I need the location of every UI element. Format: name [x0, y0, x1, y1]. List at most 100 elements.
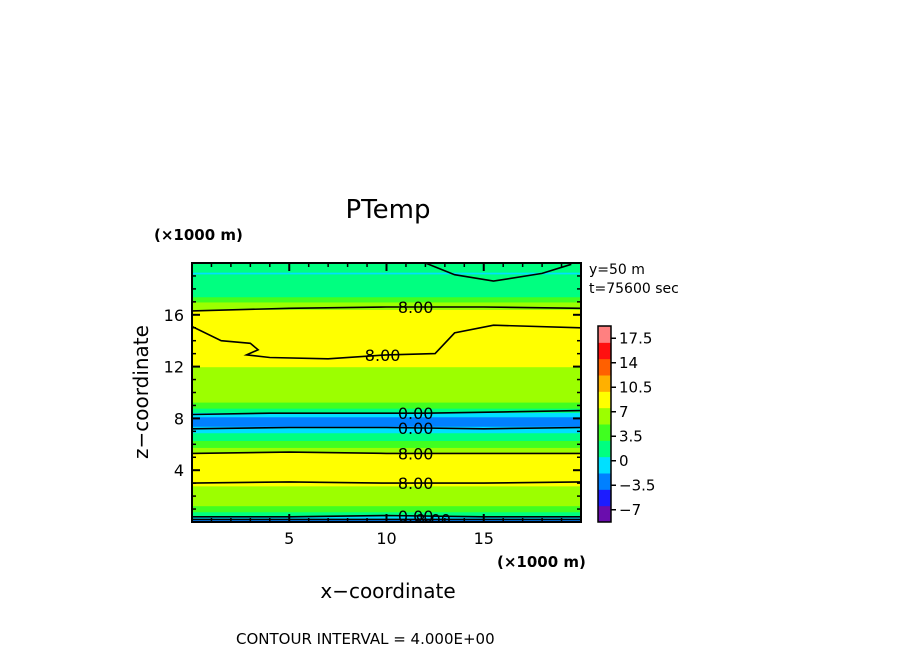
colorbar-segment [598, 473, 611, 490]
field-band [192, 420, 581, 423]
field-band [192, 474, 581, 478]
colorbar-label: −7 [619, 501, 641, 519]
field-band [192, 415, 581, 418]
field-band [192, 440, 581, 443]
contour-line [425, 263, 572, 282]
axis-ticks: 5 10 15 4 8 12 16 [164, 263, 581, 548]
colorbar-segment [598, 375, 611, 392]
y-tick-label: 12 [164, 358, 184, 377]
colorbar-label: 0 [619, 452, 629, 470]
field-band [192, 294, 581, 296]
field-band [192, 357, 581, 363]
field-band [192, 469, 581, 473]
contour-line [192, 481, 581, 484]
field-band [192, 319, 581, 323]
field-band [192, 433, 581, 436]
field-band [192, 401, 581, 405]
field-band [192, 382, 581, 387]
field-band [192, 430, 581, 432]
field-band [192, 406, 581, 409]
y-tick-label: 4 [174, 461, 184, 480]
field-band [192, 512, 581, 515]
field-band [192, 488, 581, 491]
x-unit-label: (×1000 m) [497, 553, 586, 571]
contour-label: 0.00 [398, 507, 434, 526]
field-band [192, 307, 581, 311]
field-band [192, 447, 581, 450]
field-band [192, 370, 581, 376]
field-band [192, 418, 581, 421]
colorbar-label: −3.5 [619, 476, 655, 494]
field-band [192, 386, 581, 390]
contour-line [192, 426, 581, 430]
field-band [192, 278, 581, 282]
field-band [192, 409, 581, 411]
field-band [192, 510, 581, 513]
field-band [192, 398, 581, 402]
field-band [192, 284, 581, 287]
field-bands [192, 263, 581, 522]
field-band [192, 322, 581, 326]
colorbar-label: 14 [619, 354, 638, 372]
field-band [192, 286, 581, 289]
field-band [192, 282, 581, 285]
field-band [192, 297, 581, 300]
field-band [192, 277, 581, 280]
field-band [192, 379, 581, 384]
field-band [192, 450, 581, 453]
field-band [192, 448, 581, 451]
field-band [192, 273, 581, 277]
field-band [192, 414, 581, 417]
colorbar-segment [598, 489, 611, 507]
field-band [192, 502, 581, 505]
field-band [192, 491, 581, 495]
info-text: y=50 m t=75600 sec [589, 262, 679, 297]
colorbar-segment [598, 342, 611, 360]
contour-line [192, 306, 581, 312]
field-band [192, 508, 581, 511]
field-band [192, 296, 581, 299]
field-band [192, 272, 581, 275]
field-band [192, 498, 581, 502]
field-band [192, 455, 581, 459]
colorbar: 17.5 14 10.5 7 3.5 0 −3.5 −7 [597, 325, 655, 523]
field-band [192, 310, 581, 315]
field-band [192, 479, 581, 483]
field-band [192, 395, 581, 400]
field-band [192, 408, 581, 410]
field-band [192, 504, 581, 507]
field-band [192, 411, 581, 413]
field-band [192, 431, 581, 434]
contour-label: 8.00 [415, 510, 451, 529]
contour-interval-footer: CONTOUR INTERVAL = 4.000E+00 [236, 630, 495, 648]
field-band [192, 327, 581, 333]
field-band [192, 389, 581, 394]
field-band [192, 507, 581, 510]
x-axis-label: x−coordinate [320, 579, 455, 603]
y-unit-label: (×1000 m) [154, 226, 243, 244]
contour-line [192, 451, 581, 455]
field-band [192, 487, 581, 489]
x-tick-label: 10 [376, 529, 396, 548]
field-band [192, 427, 581, 430]
field-band [192, 444, 581, 447]
field-band [192, 400, 581, 403]
colorbar-label: 3.5 [619, 427, 643, 445]
field-band [192, 416, 581, 419]
field-band [192, 505, 581, 508]
field-band [192, 511, 581, 514]
colorbar-segment [598, 424, 611, 441]
field-band [192, 493, 581, 497]
field-band [192, 437, 581, 440]
colorbar-frame [597, 325, 612, 523]
field-band [192, 303, 581, 306]
field-band [192, 422, 581, 425]
contour-lines: 8.008.000.000.008.008.000.008.00 [192, 263, 581, 529]
field-band [192, 419, 581, 422]
field-band [192, 428, 581, 431]
field-band [192, 462, 581, 466]
field-band [192, 443, 581, 445]
contour-label: 8.00 [398, 298, 434, 317]
field-band [192, 484, 581, 487]
